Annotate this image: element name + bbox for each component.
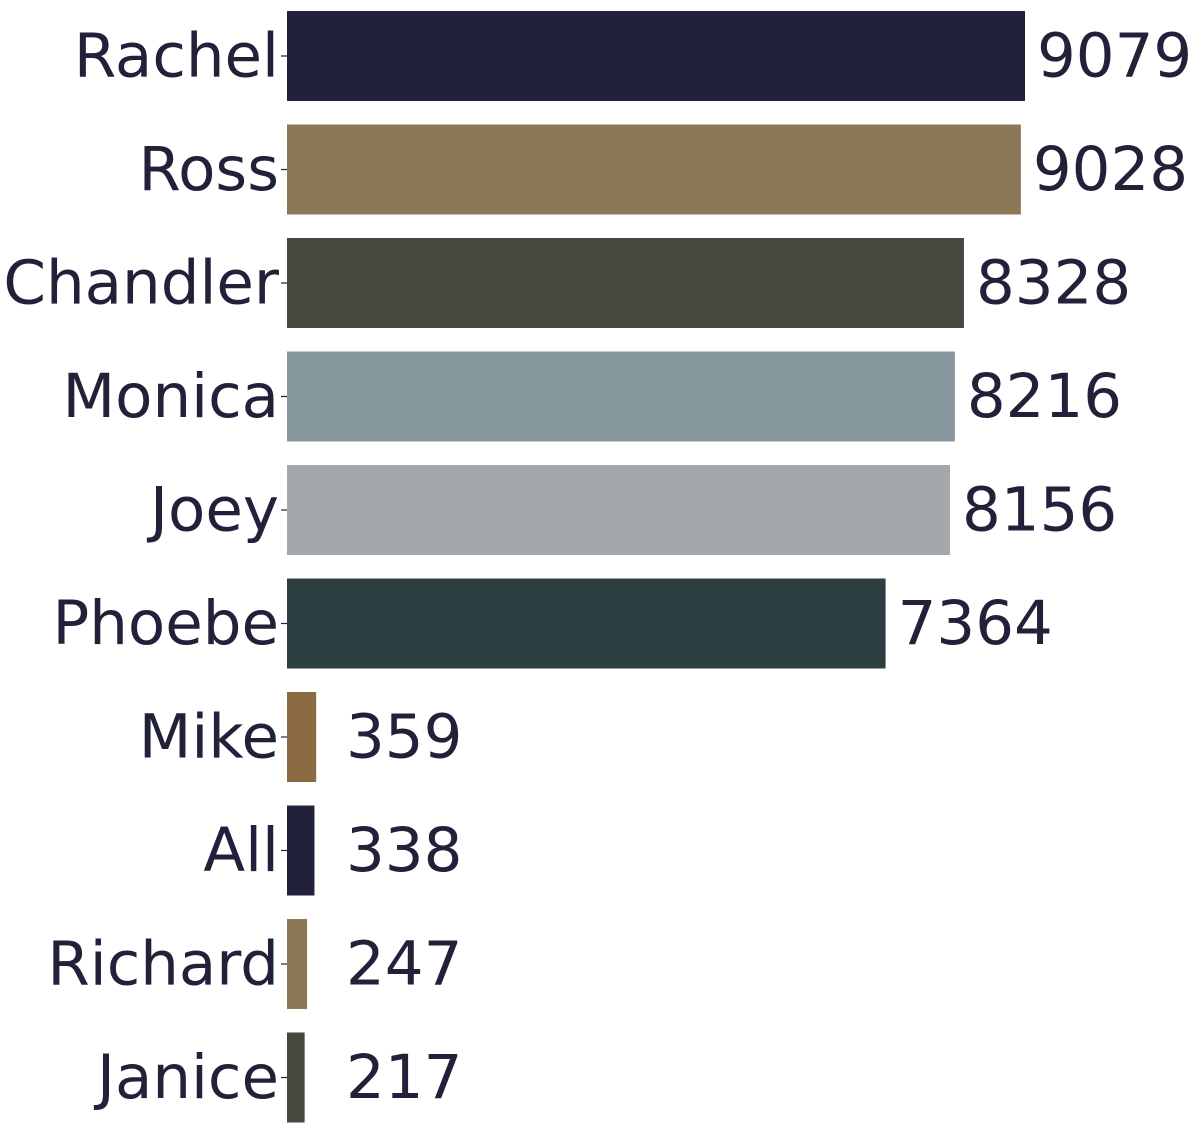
y-axis-ticks [281,55,287,1079]
category-label-phoebe: Phoebe [52,588,279,659]
value-label-mike: 359 [346,702,462,773]
category-label-janice: Janice [93,1042,279,1113]
bar-rachel [287,11,1025,101]
value-label-chandler: 8328 [976,248,1131,319]
value-label-monica: 8216 [967,361,1122,432]
value-label-rachel: 9079 [1037,21,1192,92]
bars-layer [287,11,1025,1123]
category-label-joey: Joey [146,475,279,546]
value-label-joey: 8156 [962,475,1117,546]
bar-ross [287,124,1021,215]
category-label-rachel: Rachel [74,21,279,92]
y-axis-category-labels: Rachel Ross Chandler Monica Joey Phoebe Mike Al… [3,21,279,1114]
value-label-ross: 9028 [1033,134,1188,205]
bar-chandler [287,238,964,328]
value-label-janice: 217 [346,1042,462,1113]
bar-joey [287,465,950,555]
bar-all [287,805,315,896]
category-label-richard: Richard [47,929,279,1000]
category-label-ross: Ross [138,134,279,205]
value-label-all: 338 [346,815,462,886]
bar-phoebe [287,578,886,669]
bar-monica [287,351,955,442]
value-labels: 9079 9028 8328 8216 8156 7364 359 338 247 217 [346,21,1192,1114]
category-label-mike: Mike [139,702,279,773]
category-label-chandler: Chandler [3,248,279,319]
bar-janice [287,1032,305,1123]
value-label-phoebe: 7364 [898,588,1053,659]
category-label-all: All [203,815,279,886]
bar-richard [287,919,308,1009]
bar-mike [287,692,317,782]
category-label-monica: Monica [63,361,279,432]
value-label-richard: 247 [346,929,462,1000]
